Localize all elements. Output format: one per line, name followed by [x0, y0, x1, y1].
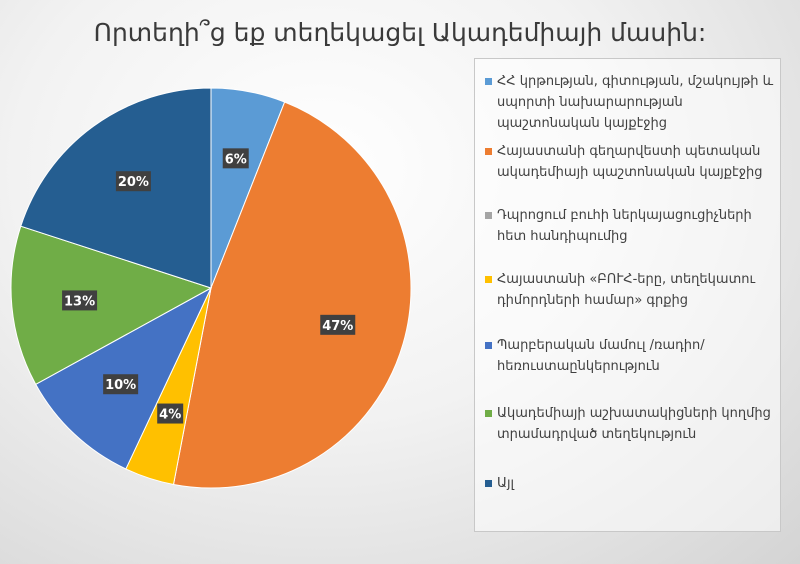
legend-label: Հայաստանի «ԲՈՒՀ-երը, տեղեկատու դիմորդներ…: [497, 272, 756, 308]
data-label-text: 4%: [159, 408, 181, 423]
chart-legend: ՀՀ կրթության, գիտության, մշակույթի և սպո…: [474, 58, 781, 532]
legend-swatch: [485, 212, 492, 219]
legend-item: Ակադեմիայի աշխատակիցների կողմից տրամադրվ…: [485, 403, 775, 445]
legend-swatch: [485, 480, 492, 487]
legend-item: Պարբերական մամուլ /ռադիո/ հեռուստաընկերո…: [485, 335, 775, 377]
legend-label: Պարբերական մամուլ /ռադիո/ հեռուստաընկերո…: [497, 338, 705, 374]
legend-item: Այլ: [485, 473, 775, 494]
data-label: 13%: [62, 290, 98, 311]
data-label-box: [222, 148, 249, 169]
chart-title: Որտեղի՞ց եք տեղեկացել Ակադեմիայի մասին:: [93, 18, 707, 47]
data-label: 4%: [157, 403, 184, 424]
legend-label: Հայաստանի գեղարվեստի պետական ակադեմիայի …: [497, 144, 763, 180]
pie-chart: 6% 47% 4% 10% 13% 20%: [10, 87, 412, 489]
legend-label: ՀՀ կրթության, գիտության, մշակույթի և սպո…: [497, 74, 774, 131]
data-label-text: 10%: [105, 378, 136, 393]
data-label-text: 20%: [118, 175, 149, 190]
data-label-box: [157, 403, 184, 424]
pie-slice: [10, 225, 213, 386]
data-label-box: [115, 171, 151, 192]
data-label-text: 47%: [322, 319, 353, 334]
data-label-box: [62, 290, 98, 311]
pie-slice: [20, 87, 212, 289]
legend-swatch: [485, 410, 492, 417]
data-label-text: 13%: [64, 294, 95, 309]
data-label: 47%: [320, 314, 356, 335]
data-label-text: 6%: [225, 152, 247, 167]
data-label: 6%: [222, 148, 249, 169]
legend-label: Ակադեմիայի աշխատակիցների կողմից տրամադրվ…: [497, 406, 771, 442]
legend-item: ՀՀ կրթության, գիտության, մշակույթի և սպո…: [485, 71, 775, 134]
legend-swatch: [485, 78, 492, 85]
legend-swatch: [485, 342, 492, 349]
pie-slice: [172, 101, 412, 489]
legend-swatch: [485, 276, 492, 283]
legend-item: Դպրոցում բուհի ներկայացուցիչների հետ հան…: [485, 205, 775, 247]
data-label-box: [320, 314, 356, 335]
legend-label: Այլ: [497, 476, 515, 491]
legend-item: Հայաստանի «ԲՈՒՀ-երը, տեղեկատու դիմորդներ…: [485, 269, 775, 311]
data-label: 20%: [115, 171, 151, 192]
legend-swatch: [485, 148, 492, 155]
data-label: 10%: [103, 374, 139, 395]
legend-label: Դպրոցում բուհի ներկայացուցիչների հետ հան…: [497, 208, 752, 244]
data-label-box: [103, 374, 139, 395]
legend-item: Հայաստանի գեղարվեստի պետական ակադեմիայի …: [485, 141, 775, 183]
